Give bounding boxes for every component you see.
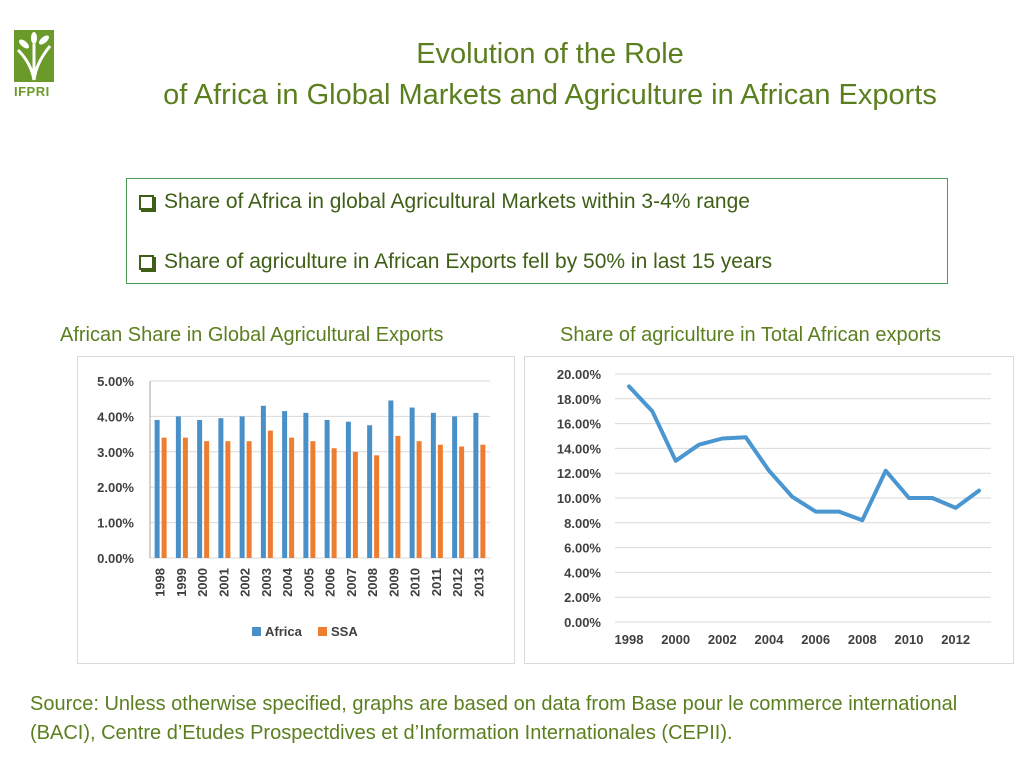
legend-label: Africa [265, 624, 303, 639]
bar-ssa [246, 441, 252, 558]
x-tick-label: 2000 [661, 632, 690, 647]
source-note: Source: Unless otherwise specified, grap… [30, 693, 958, 744]
x-tick-label: 2007 [344, 568, 359, 597]
bar-chart-title: African Share in Global Agricultural Exp… [60, 324, 444, 346]
bar-africa [175, 416, 181, 558]
y-tick-label: 4.00% [564, 565, 601, 580]
bar-ssa [161, 437, 167, 558]
bar-africa [218, 418, 224, 558]
y-tick-label: 5.00% [97, 374, 134, 389]
bar-africa [197, 419, 203, 558]
x-tick-label: 2011 [429, 568, 444, 596]
x-tick-label: 2006 [801, 632, 830, 647]
bar-ssa [459, 446, 465, 558]
y-tick-label: 6.00% [564, 541, 601, 556]
summary-callout: Share of Africa in global Agricultural M… [126, 178, 948, 284]
bar-africa [452, 416, 458, 558]
bar-africa [154, 419, 160, 558]
y-tick-label: 14.00% [557, 441, 602, 456]
x-tick-label: 2008 [848, 632, 877, 647]
bar-ssa [480, 444, 486, 558]
x-tick-label: 2004 [755, 632, 785, 647]
x-tick-label: 2000 [195, 568, 210, 597]
y-tick-label: 20.00% [557, 367, 602, 382]
line-chart: 20.00% 18.00% 16.00% 14.00% 12.00% 10.00% 8.00… [524, 356, 1014, 664]
x-tick-label: 2004 [280, 567, 295, 597]
bar-africa [430, 412, 436, 558]
bar-africa [367, 425, 373, 558]
x-tick-label: 2001 [216, 568, 231, 597]
bar-ssa [204, 441, 210, 558]
y-tick-label: 1.00% [97, 516, 134, 531]
y-tick-label: 0.00% [564, 615, 601, 630]
y-tick-label: 18.00% [557, 392, 602, 407]
bar-ssa [352, 451, 358, 558]
bar-ssa [310, 441, 316, 558]
bar-africa [409, 407, 415, 558]
x-tick-label: 2012 [450, 568, 465, 597]
bar-ssa [267, 430, 273, 558]
line-chart-svg: 20.00% 18.00% 16.00% 14.00% 12.00% 10.00% 8.00… [557, 367, 991, 647]
bar-ssa [416, 441, 422, 558]
x-tick-label: 2002 [708, 632, 737, 647]
summary-bullet: Share of Africa in global Agricultural M… [137, 187, 937, 217]
x-tick-label: 2003 [259, 568, 274, 597]
y-tick-label: 2.00% [97, 480, 134, 495]
title-line-2: of Africa in Global Markets and Agricult… [163, 79, 937, 111]
x-tick-label: 1998 [615, 632, 644, 647]
x-tick-label: 2009 [386, 568, 401, 597]
bar-africa [324, 419, 330, 558]
y-tick-label: 16.00% [557, 417, 602, 432]
bar-ssa [374, 455, 380, 558]
ifpri-leaf-icon [14, 30, 54, 82]
legend-swatch-africa [252, 627, 261, 636]
legend-label: SSA [331, 624, 358, 639]
y-tick-label: 3.00% [97, 445, 134, 460]
x-tick-label: 2002 [238, 568, 253, 597]
ifpri-logo: IFPRI [14, 30, 58, 106]
bar-chart-svg: 5.00% 4.00% 3.00% 2.00% 1.00% 0.00% 1998 1999 20… [97, 374, 490, 639]
bar-africa [473, 412, 479, 558]
title-line-1: Evolution of the Role [416, 38, 684, 70]
y-tick-label: 8.00% [564, 516, 601, 531]
x-tick-label: 2010 [895, 632, 924, 647]
bar-africa [282, 411, 288, 558]
y-tick-label: 10.00% [557, 491, 602, 506]
summary-bullet: Share of agriculture in African Exports … [137, 247, 937, 277]
bar-ssa [225, 441, 231, 558]
bar-africa [388, 400, 394, 558]
y-tick-label: 0.00% [97, 551, 134, 566]
bar-africa [260, 405, 266, 558]
logo-text: IFPRI [14, 84, 50, 99]
bar-ssa [395, 435, 401, 558]
x-tick-label: 1999 [174, 568, 189, 597]
bar-ssa [289, 437, 295, 558]
bar-ssa [182, 437, 188, 558]
bar-chart: 5.00% 4.00% 3.00% 2.00% 1.00% 0.00% 1998 1999 20… [77, 356, 515, 664]
x-tick-label: 2008 [365, 568, 380, 597]
summary-bullet-text: Share of agriculture in African Exports … [164, 250, 773, 273]
x-tick-label: 2005 [301, 568, 316, 597]
x-tick-label: 2012 [941, 632, 970, 647]
x-tick-label: 2006 [323, 568, 338, 597]
summary-bullet-text: Share of Africa in global Agricultural M… [164, 190, 750, 213]
y-tick-label: 4.00% [97, 409, 134, 424]
checkbox-icon [139, 194, 154, 210]
bar-ssa [437, 444, 443, 558]
y-tick-label: 12.00% [557, 466, 602, 481]
checkbox-icon [139, 254, 154, 270]
bar-africa [239, 416, 245, 558]
x-tick-label: 2010 [408, 568, 423, 597]
bar-africa [303, 412, 309, 558]
x-tick-label: 2013 [471, 568, 486, 597]
bar-ssa [331, 448, 337, 558]
series-line [627, 384, 981, 523]
x-tick-label: 1998 [153, 568, 168, 597]
y-tick-label: 2.00% [564, 590, 601, 605]
slide-title: Evolution of the Role of Africa in Globa… [100, 34, 1000, 116]
legend-swatch-ssa [318, 627, 327, 636]
bar-africa [345, 421, 351, 558]
line-chart-title: Share of agriculture in Total African ex… [560, 324, 941, 346]
